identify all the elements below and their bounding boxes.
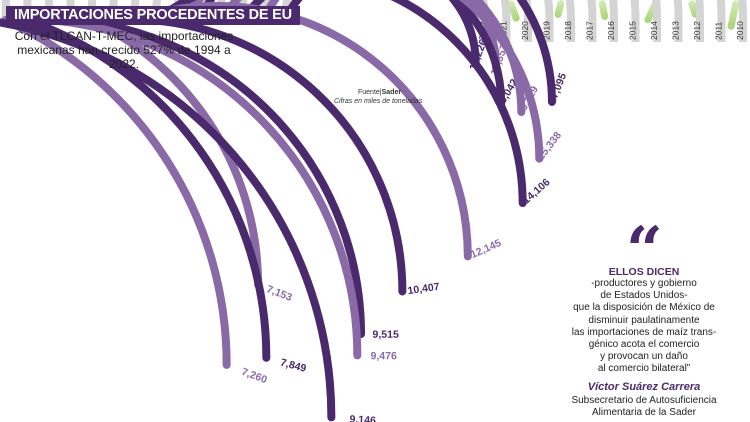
quote-line: de Estados Unidos- (600, 290, 688, 302)
source-label: Fuente| (358, 89, 382, 96)
year-tick-label: 2018 (563, 21, 573, 40)
role-line: Alimentaria de la Sader (592, 407, 696, 418)
year-tick-label: 2013 (671, 21, 681, 40)
role-line: Subsecretario de Autosuficiencia (571, 395, 717, 406)
year-tick-label: 2010 (735, 21, 745, 40)
quote-line: -productores y gobierno (591, 278, 697, 289)
data-bar (1, 16, 231, 369)
value-label: 7,153 (265, 283, 294, 304)
quote-heading: ELLOS DICEN (608, 266, 680, 278)
value-label: 9,515 (373, 329, 399, 341)
value-label: 10,407 (407, 281, 441, 297)
value-label: 7,260 (240, 366, 269, 386)
quote-line: génico acota el comercio (588, 339, 700, 351)
value-label: 7,849 (279, 357, 308, 375)
quote-line: al comercio bilateral” (597, 363, 691, 375)
quote-line: y provocan un daño (600, 351, 688, 363)
quote-line: disminuir paulatinamente (588, 314, 700, 326)
year-tick-label: 2014 (649, 21, 659, 40)
quote-author-role: Subsecretario de Autosuficiencia Aliment… (538, 395, 750, 419)
data-bar (66, 16, 366, 339)
value-label: 9,476 (371, 350, 397, 362)
value-label: 12,145 (469, 237, 503, 261)
data-bar (281, 0, 480, 67)
quote-text: -productores y gobierno de Estados Unido… (538, 278, 750, 376)
chart-subtitle: Con el TLCAN-T-MEC, las importaciones me… (14, 29, 234, 71)
year-tick-label: 2011 (714, 21, 724, 40)
quote-marks-icon: “ (626, 213, 663, 288)
units-note: Cifras en miles de toneladas (334, 98, 423, 105)
chart-title: IMPORTACIONES PROCEDENTES DE EU (6, 6, 300, 25)
year-tick-label: 2012 (692, 21, 702, 40)
quote-line: las importaciones de maíz trans- (571, 326, 717, 338)
data-bar (152, 0, 527, 207)
year-tick-label: 2017 (585, 21, 595, 40)
quote-author: Víctor Suárez Carrera (587, 381, 701, 393)
source-name: Sader (381, 89, 402, 96)
data-bar (0, 18, 336, 422)
data-bar (44, 16, 362, 360)
year-tick-label: 2015 (628, 21, 638, 40)
source-note: Fuente|Sader (358, 89, 401, 96)
value-label: 9,146 (349, 413, 376, 422)
year-tick-label: 2019 (542, 21, 552, 40)
year-tick-label: 2020 (520, 21, 530, 40)
data-bar (173, 0, 544, 163)
year-tick-label: 2016 (606, 21, 616, 40)
data-bar (238, 0, 506, 108)
quote-line: que la disposición de México de (573, 302, 715, 314)
data-bar (195, 0, 556, 106)
